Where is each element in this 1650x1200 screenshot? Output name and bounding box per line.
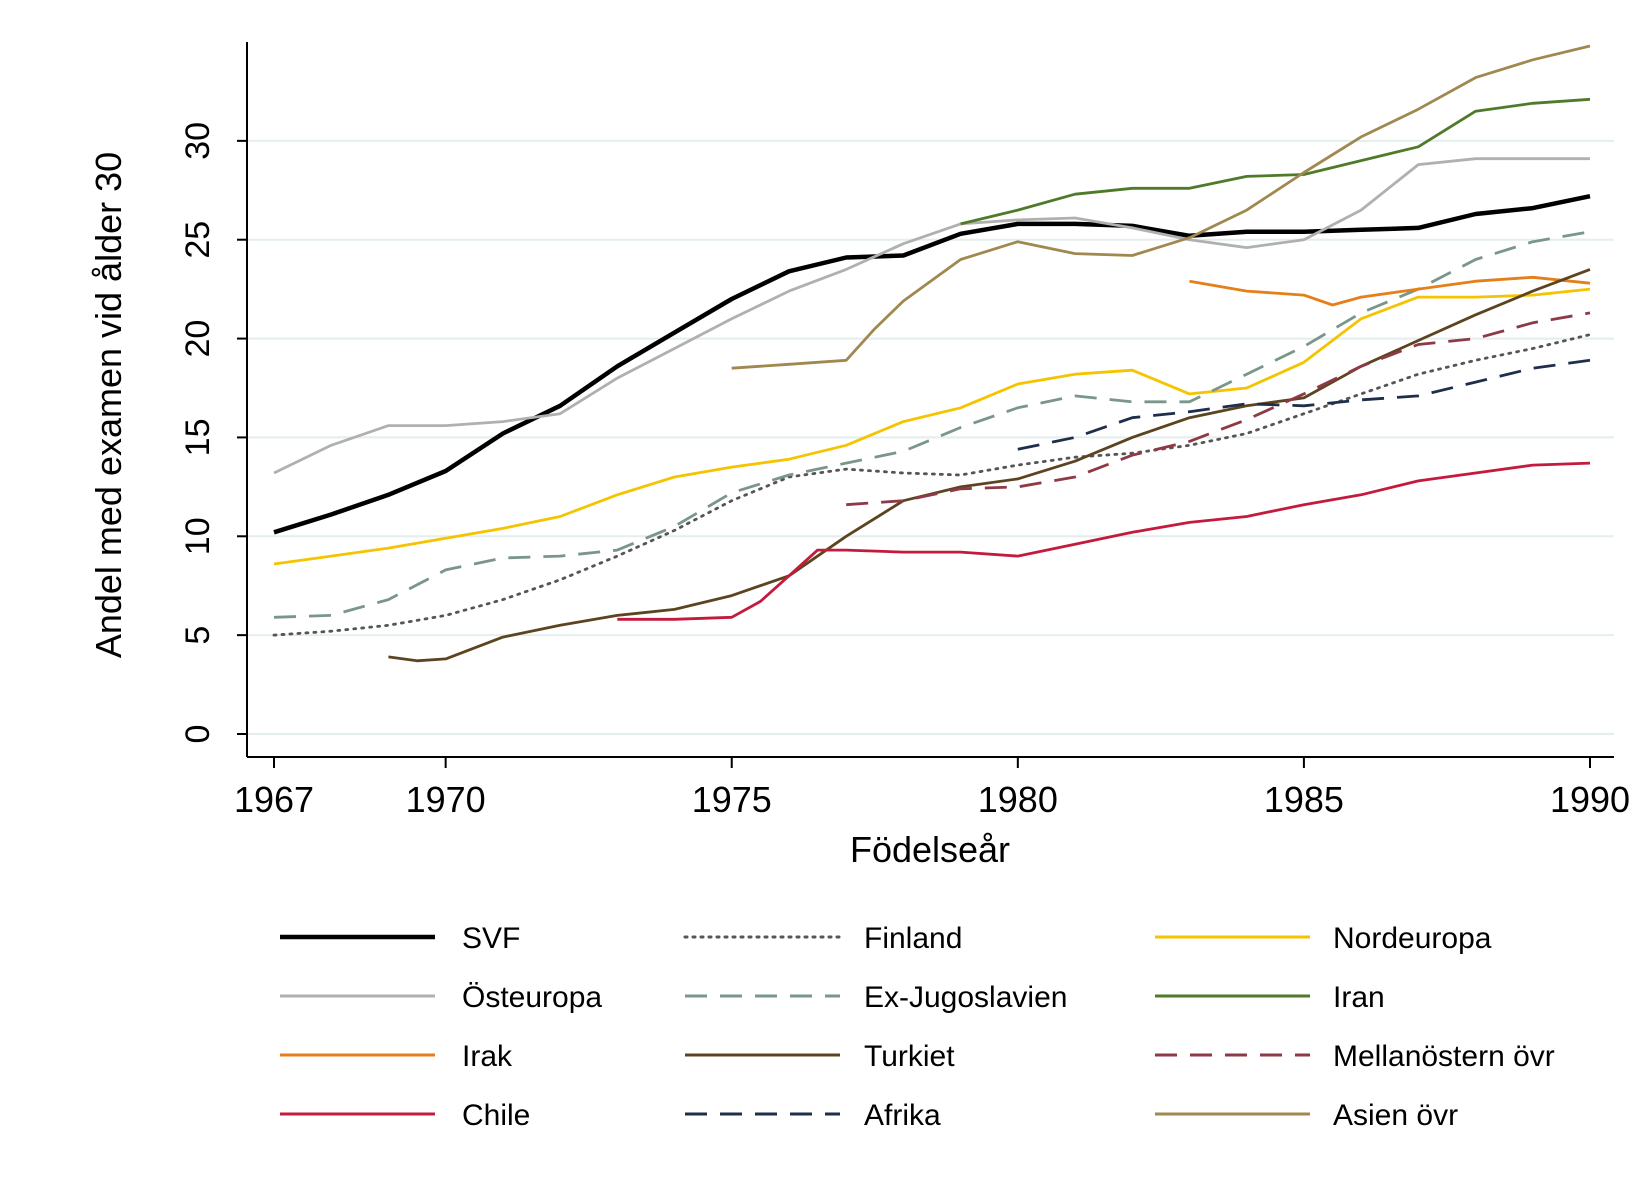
legend: SVF Finland Nordeuropa Östeuropa Ex-Jugoslav… — [280, 922, 1555, 1132]
legend-label: Asien övr — [1333, 1099, 1458, 1132]
x-tick-label: 1980 — [978, 779, 1058, 820]
x-ticks: 1967 1970 1975 1980 1985 1990 — [234, 757, 1630, 820]
y-tick-label: 5 — [179, 626, 217, 645]
x-tick-label: 1967 — [234, 779, 314, 820]
x-axis-label: Födelseår — [850, 829, 1010, 870]
x-tick-label: 1985 — [1264, 779, 1344, 820]
legend-label: Iran — [1333, 981, 1385, 1014]
series-lines — [272, 44, 1592, 663]
legend-label: Östeuropa — [462, 981, 602, 1014]
y-tick-label: 20 — [179, 320, 217, 358]
series-line-nordeuropa — [273, 287, 1591, 566]
legend-label: Afrika — [864, 1099, 941, 1132]
legend-label: Irak — [462, 1040, 513, 1073]
x-tick-label: 1970 — [406, 779, 486, 820]
series-line-iran — [960, 97, 1591, 226]
y-ticks: 0 5 10 15 20 25 30 — [179, 122, 247, 744]
series-line-chile — [617, 461, 1591, 621]
axes — [246, 42, 1614, 758]
series-line-ex-jugoslavien — [273, 230, 1591, 619]
legend-label: SVF — [462, 922, 520, 955]
y-tick-label: 15 — [179, 419, 217, 457]
series-line-irak — [1189, 275, 1591, 307]
x-tick-label: 1990 — [1550, 779, 1630, 820]
y-tick-label: 25 — [179, 221, 217, 259]
y-axis-label: Andel med examen vid ålder 30 — [88, 152, 129, 658]
x-tick-label: 1975 — [692, 779, 772, 820]
series-line-östeuropa — [273, 157, 1590, 475]
legend-label: Mellanöstern övr — [1333, 1040, 1555, 1073]
y-tick-label: 0 — [179, 725, 217, 744]
series-line-svf — [273, 193, 1591, 535]
y-tick-label: 10 — [179, 517, 217, 555]
grid-lines — [247, 139, 1614, 735]
series-line-turkiet — [388, 268, 1591, 663]
series-line-afrika — [1017, 358, 1591, 451]
legend-label: Finland — [864, 922, 962, 955]
series-line-asien-övr — [731, 44, 1591, 370]
series-line-mellanöstern-övr — [846, 311, 1591, 507]
y-tick-label: 30 — [179, 122, 217, 160]
legend-label: Ex-Jugoslavien — [864, 981, 1067, 1014]
legend-label: Chile — [462, 1099, 530, 1132]
legend-label: Nordeuropa — [1333, 922, 1492, 955]
series-line-finland — [272, 333, 1592, 637]
legend-label: Turkiet — [864, 1040, 955, 1073]
